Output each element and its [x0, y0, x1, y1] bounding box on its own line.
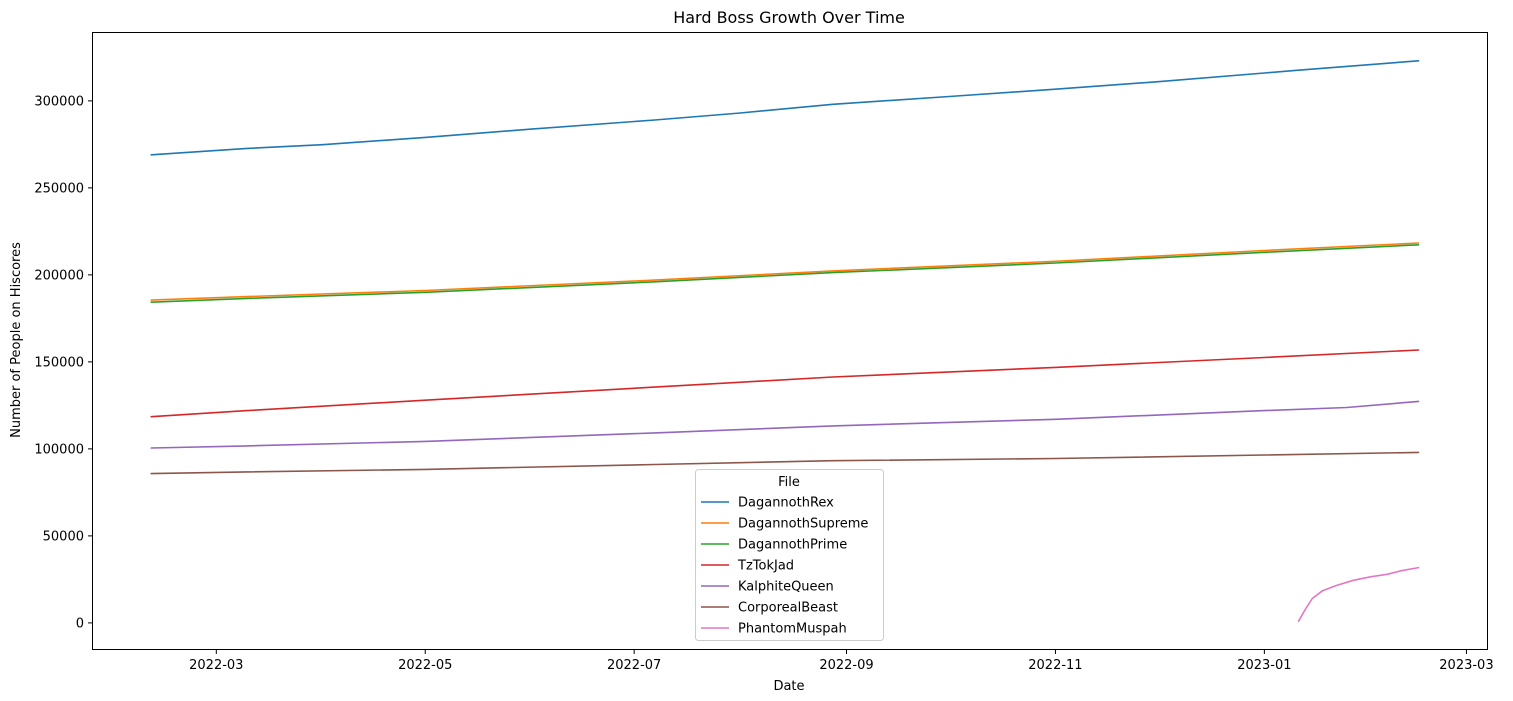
y-tick-label: 0: [76, 616, 84, 631]
legend-label: CorporealBeast: [738, 601, 838, 616]
legend-title: File: [778, 475, 800, 490]
y-tick-label: 300000: [34, 94, 84, 109]
y-axis-label: Number of People on Hiscores: [9, 242, 24, 438]
plot-frame: [92, 32, 1488, 650]
y-tick-label: 100000: [34, 442, 84, 457]
y-tick-label: 50000: [43, 529, 84, 544]
series-line-corporealbeast: [150, 451, 1420, 475]
series-line-dagannothsupreme: [150, 242, 1420, 301]
x-tick-label: 2022-11: [1028, 658, 1082, 673]
legend: File DagannothRexDagannothSupremeDaganno…: [695, 469, 884, 641]
axis-ticks: 2022-03 2022-05 2022-07 2022-09 2022-11 2023-…: [34, 94, 1493, 673]
series-lines: [150, 59, 1420, 623]
legend-label: DagannothSupreme: [738, 517, 868, 532]
x-tick-label: 2022-07: [607, 658, 661, 673]
x-tick-label: 2022-05: [398, 658, 452, 673]
y-tick-label: 200000: [34, 268, 84, 283]
legend-label: PhantomMuspah: [738, 622, 847, 637]
legend-box: [695, 469, 884, 641]
series-line-phantommuspah: [1297, 566, 1420, 623]
chart-title: Hard Boss Growth Over Time: [673, 8, 905, 27]
x-axis-label: Date: [773, 679, 804, 694]
legend-label: KalphiteQueen: [738, 580, 834, 595]
series-line-dagannothprime: [150, 244, 1420, 304]
legend-label: TzTokJad: [737, 559, 794, 574]
y-tick-label: 250000: [34, 181, 84, 196]
x-tick-label: 2022-09: [819, 658, 873, 673]
series-line-tztokjad: [150, 349, 1420, 418]
legend-label: DagannothRex: [738, 496, 834, 511]
x-tick-label: 2023-01: [1237, 658, 1291, 673]
x-tick-label: 2022-03: [189, 658, 243, 673]
legend-items: DagannothRex DagannothSupreme DagannothPri…: [701, 496, 868, 637]
x-tick-label: 2023-03: [1439, 658, 1493, 673]
series-line-kalphitequeen: [150, 400, 1420, 449]
legend-label: DagannothPrime: [738, 538, 847, 553]
y-tick-label: 150000: [34, 355, 84, 370]
series-line-dagannothrex: [150, 59, 1420, 156]
